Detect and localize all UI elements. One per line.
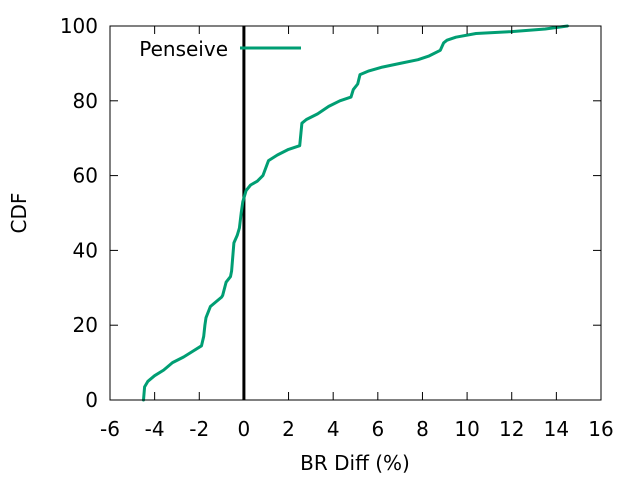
- legend-label-penseive: Penseive: [139, 37, 228, 61]
- x-tick-label: 12: [499, 417, 524, 441]
- x-tick-label: -4: [145, 417, 165, 441]
- y-tick-label: 60: [73, 164, 98, 188]
- x-tick-label: 2: [282, 417, 295, 441]
- legend: Penseive: [139, 37, 301, 61]
- ticks-layer: -6 -4 -2 0 2 4 6 8 10 12 14 16 0 20 40 60 80 100: [60, 14, 614, 441]
- plot-frame: [109, 25, 602, 401]
- x-tick-label: 16: [588, 417, 613, 441]
- x-tick-label: 6: [371, 417, 384, 441]
- x-tick-label: -6: [100, 417, 120, 441]
- y-axis-label: CDF: [7, 193, 31, 234]
- x-axis-label: BR Diff (%): [300, 451, 410, 475]
- y-tick-label: 100: [60, 14, 98, 38]
- y-tick-label: 20: [73, 313, 98, 337]
- x-tick-label: 14: [544, 417, 569, 441]
- x-tick-label: -2: [189, 417, 209, 441]
- x-tick-label: 0: [238, 417, 251, 441]
- x-tick-label: 4: [327, 417, 340, 441]
- axes-layer: [109, 25, 602, 401]
- x-tick-label: 10: [454, 417, 479, 441]
- x-tick-label: 8: [416, 417, 429, 441]
- y-tick-label: 80: [73, 89, 98, 113]
- series-layer: [142, 24, 569, 402]
- y-tick-label: 0: [85, 388, 98, 412]
- series-line-penseive: [142, 24, 569, 402]
- y-tick-label: 40: [73, 238, 98, 262]
